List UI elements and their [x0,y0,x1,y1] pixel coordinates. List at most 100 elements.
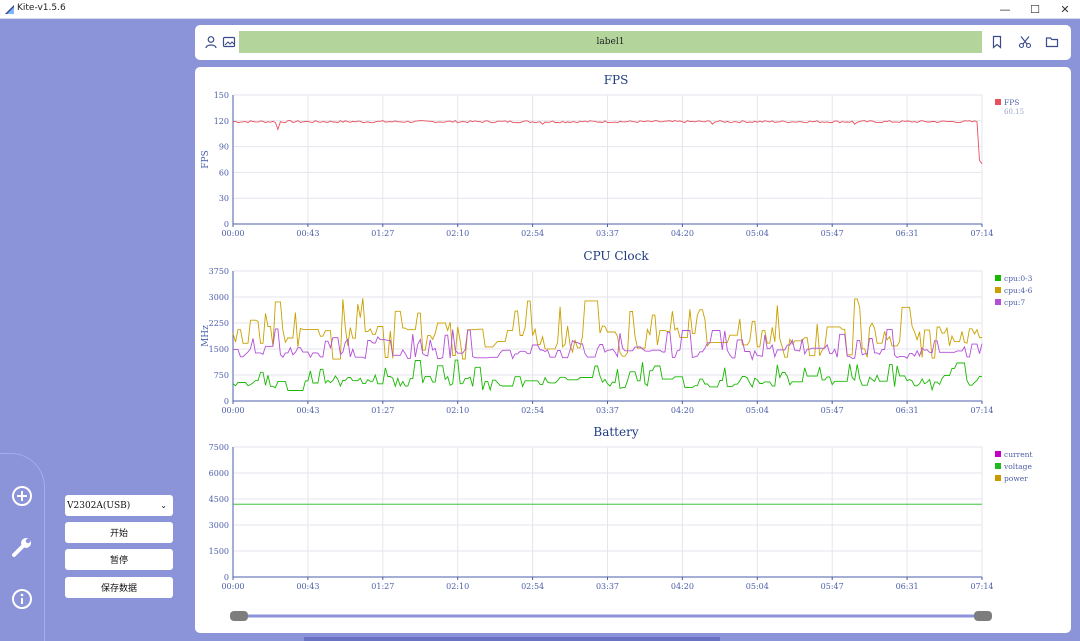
x-tick-label: 00:43 [296,406,319,415]
x-tick-label: 00:00 [221,229,244,238]
x-tick-label: 03:37 [596,229,619,238]
y-tick-label: 60 [219,168,229,177]
x-tick-label: 00:00 [221,406,244,415]
y-tick-label: 150 [214,91,229,100]
pause-button[interactable]: 暂停 [65,549,173,570]
wrench-icon[interactable] [11,536,33,558]
save-data-button[interactable]: 保存数据 [65,577,173,598]
legend-swatch [995,463,1001,469]
x-tick-label: 00:00 [221,582,244,591]
window-title: Kite-v1.5.6 [17,3,66,13]
legend-label: voltage [1003,462,1032,471]
add-circle-icon[interactable] [11,485,33,507]
legend-label: cpu:4-6 [1004,286,1033,295]
x-tick-label: 03:37 [596,406,619,415]
close-button[interactable]: ✕ [1060,3,1070,16]
info-icon[interactable] [11,588,33,610]
legend-label: FPS [1004,98,1019,107]
y-axis-label: FPS [201,150,211,168]
chevron-down-icon: ⌄ [160,501,167,510]
legend-swatch [995,275,1001,281]
kite-app-icon [5,5,14,14]
series-line-cpu-4-6 [232,298,983,360]
legend-label: cpu:7 [1004,298,1025,307]
y-tick-label: 4500 [209,495,229,504]
x-tick-label: 02:10 [446,229,469,238]
x-tick-label: 01:27 [371,406,394,415]
x-tick-label: 05:47 [821,229,844,238]
series-line-fps [232,120,983,165]
x-tick-label: 02:54 [521,229,544,238]
minimize-button[interactable]: — [999,3,1011,16]
folder-icon[interactable] [1045,35,1059,49]
nav-rail [0,453,45,641]
y-tick-label: 750 [214,371,229,380]
y-tick-label: 0 [224,220,229,229]
x-tick-label: 02:10 [446,582,469,591]
x-tick-label: 05:47 [821,406,844,415]
maximize-button[interactable]: ☐ [1030,3,1040,16]
x-tick-label: 01:27 [371,229,394,238]
user-icon[interactable] [204,35,218,49]
x-tick-label: 00:43 [296,229,319,238]
start-button[interactable]: 开始 [65,522,173,543]
x-tick-label: 01:27 [371,582,394,591]
series-line-cpu-0-3 [232,359,982,392]
y-axis-label: MHz [201,325,211,347]
chart-title: FPS [604,73,629,87]
legend-swatch [995,299,1001,305]
x-tick-label: 06:31 [896,229,919,238]
y-tick-label: 0 [224,573,229,582]
legend-swatch [995,475,1001,481]
y-tick-label: 1500 [209,547,229,556]
device-select[interactable]: V2302A(USB) ⌄ [65,495,173,516]
y-tick-label: 120 [214,117,229,126]
x-tick-label: 05:04 [746,229,769,238]
charts-panel: FPS 0 30 60 90 120 150 00:00 00:43 01:27 02:10 02:5… [195,67,1071,633]
y-tick-label: 30 [219,194,229,203]
chart-title: Battery [593,425,638,439]
legend-swatch [995,451,1001,457]
timeline-end-handle[interactable] [974,611,992,621]
y-tick-label: 90 [219,143,229,152]
y-tick-label: 2250 [209,319,229,328]
x-tick-label: 04:20 [671,406,694,415]
timeline-start-handle[interactable] [230,611,248,621]
taskbar-strip [304,637,720,641]
x-tick-label: 05:47 [821,582,844,591]
x-tick-label: 07:14 [970,582,993,591]
legend-label: current [1004,450,1032,459]
x-tick-label: 00:43 [296,582,319,591]
x-tick-label: 04:20 [671,229,694,238]
bookmark-icon[interactable] [990,35,1004,49]
y-tick-label: 3000 [209,521,229,530]
x-tick-label: 06:31 [896,406,919,415]
x-tick-label: 07:14 [970,406,993,415]
y-tick-label: 1500 [209,345,229,354]
charts-canvas: FPS 0 30 60 90 120 150 00:00 00:43 01:27 02:10 02:5… [201,73,1033,621]
scissors-icon[interactable] [1018,35,1032,49]
label-bar: label1 [239,31,982,53]
x-tick-label: 02:54 [521,406,544,415]
legend-label: power [1004,474,1028,483]
series-line-cpu-7 [233,328,983,361]
y-tick-label: 3750 [209,267,229,276]
x-tick-label: 02:10 [446,406,469,415]
y-tick-label: 6000 [209,469,229,478]
x-tick-label: 05:04 [746,406,769,415]
legend-swatch [995,99,1001,105]
chart-title: CPU Clock [583,249,649,263]
toolbar: label1 [195,25,1071,60]
title-bar: Kite-v1.5.6 — ☐ ✕ [0,0,1080,19]
x-tick-label: 06:31 [896,582,919,591]
device-select-value: V2302A(USB) [67,500,131,511]
x-tick-label: 05:04 [746,582,769,591]
image-icon[interactable] [222,35,236,49]
y-tick-label: 7500 [209,443,229,452]
x-tick-label: 03:37 [596,582,619,591]
legend-value: 60.15 [1004,108,1024,116]
x-tick-label: 07:14 [970,229,993,238]
y-tick-label: 3000 [209,293,229,302]
legend-swatch [995,287,1001,293]
x-tick-label: 04:20 [671,582,694,591]
